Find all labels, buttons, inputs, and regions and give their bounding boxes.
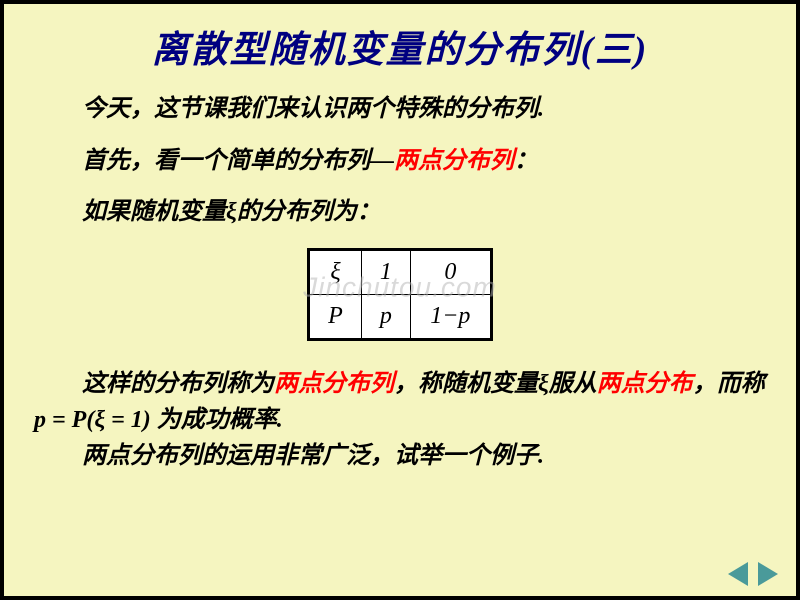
table-cell-1mp: 1−p xyxy=(410,294,490,338)
prev-button[interactable] xyxy=(728,562,748,586)
page-title: 离散型随机变量的分布列(三) xyxy=(34,19,766,73)
table-cell-p: p xyxy=(361,294,410,338)
table-row: P p 1−p xyxy=(310,294,491,338)
para-seg1: 这样的分布列称为 xyxy=(82,371,274,397)
nav-controls xyxy=(728,562,778,586)
paragraph-definition: 这样的分布列称为两点分布列，称随机变量ξ服从两点分布，而称 p = P(ξ = … xyxy=(34,366,766,438)
distribution-table: ξ 1 0 P p 1−p xyxy=(307,248,493,341)
para2-text: 两点分布列的运用非常广泛，试举一个例子. xyxy=(82,443,544,469)
intro-line-3: 如果随机变量ξ的分布列为： xyxy=(34,196,766,230)
table-row: ξ 1 0 xyxy=(310,250,491,294)
table-container: Jinchutou.com ξ 1 0 P p 1−p xyxy=(34,248,766,346)
para-red1: 两点分布列 xyxy=(274,371,394,397)
table-cell-v0: 0 xyxy=(410,250,490,294)
para-seg2: ，称随机变量ξ服从 xyxy=(394,371,597,397)
table-cell-xi: ξ xyxy=(310,250,362,294)
slide-container: 离散型随机变量的分布列(三) 今天，这节课我们来认识两个特殊的分布列. 首先，看… xyxy=(4,4,796,596)
line2-highlight: 两点分布列 xyxy=(394,148,514,174)
next-button[interactable] xyxy=(758,562,778,586)
intro-line-2: 首先，看一个简单的分布列—两点分布列： xyxy=(34,145,766,179)
line2-post: ： xyxy=(514,148,538,174)
line2-pre: 首先，看一个简单的分布列— xyxy=(82,148,394,174)
intro-line-1: 今天，这节课我们来认识两个特殊的分布列. xyxy=(34,93,766,127)
table-cell-v1: 1 xyxy=(361,250,410,294)
table-cell-P: P xyxy=(310,294,362,338)
para-red2: 两点分布 xyxy=(597,371,693,397)
paragraph-example: 两点分布列的运用非常广泛，试举一个例子. xyxy=(34,438,766,474)
